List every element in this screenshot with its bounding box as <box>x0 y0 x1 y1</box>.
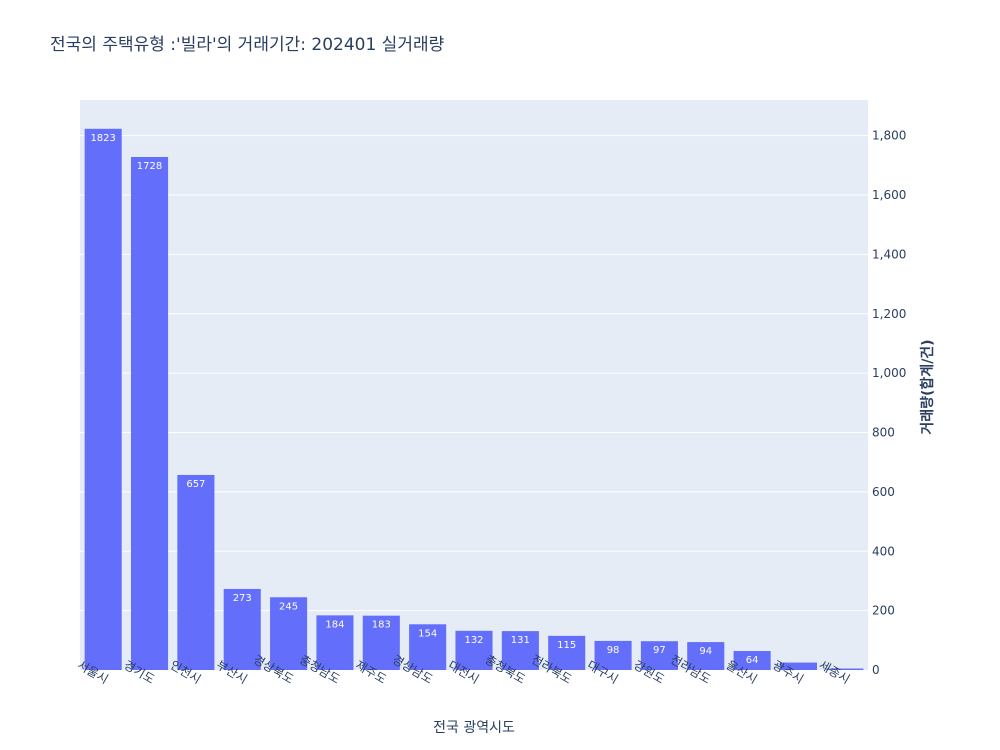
bar-labels: 1823 1728 657 273 245 184 183 154 132 131 115 98 97 9… <box>90 133 758 666</box>
y-tick-label: 1,200 <box>872 307 906 321</box>
bar-value-label: 132 <box>464 635 483 646</box>
y-tick-label: 1,400 <box>872 247 906 261</box>
bar <box>362 615 400 670</box>
bar-value-label: 657 <box>186 479 205 490</box>
bar <box>270 597 308 670</box>
bar <box>316 615 354 670</box>
bar-value-label: 115 <box>557 640 576 651</box>
bar-value-label: 183 <box>372 620 391 631</box>
bar <box>826 668 864 670</box>
bar <box>779 662 818 670</box>
bar-value-label: 154 <box>418 628 437 639</box>
y-tick-label: 1,600 <box>872 188 906 202</box>
y-tick-label: 200 <box>872 604 895 618</box>
bar-value-label: 1823 <box>90 133 115 144</box>
bar <box>687 642 725 670</box>
y-tick-label: 1,000 <box>872 366 906 380</box>
x-axis-title: 전국 광역시도 <box>433 720 515 736</box>
y-tick-label: 600 <box>872 485 895 499</box>
y-tick-label: 1,800 <box>872 129 906 143</box>
y-tick-label: 800 <box>872 426 895 440</box>
bar-value-label: 64 <box>746 655 759 666</box>
bar <box>501 631 539 670</box>
gridlines <box>80 135 868 612</box>
bar-value-label: 131 <box>511 635 530 646</box>
bar-value-label: 1728 <box>137 161 162 172</box>
y-axis-title: 거래량(합계/건) <box>919 339 936 434</box>
bar <box>594 640 632 670</box>
bar-value-label: 273 <box>233 593 252 604</box>
bars <box>84 128 864 670</box>
bar <box>84 128 122 670</box>
bar <box>223 588 261 670</box>
bar <box>455 630 493 670</box>
bar-value-label: 94 <box>699 646 712 657</box>
bar <box>640 641 678 670</box>
bar-value-label: 184 <box>325 619 344 630</box>
bar-value-label: 98 <box>607 645 620 656</box>
bar <box>177 474 215 670</box>
bar-value-label: 97 <box>653 645 666 656</box>
chart-title: 전국의 주택유형 :'빌라'의 거래기간: 202401 실거래량 <box>50 35 445 55</box>
bar <box>548 635 586 670</box>
bar <box>733 651 771 670</box>
bar-value-label: 245 <box>279 601 298 612</box>
y-tick-labels: 0 200 400 600 800 1,000 1,200 1,400 1,600 1,800 <box>872 129 906 677</box>
bar <box>130 157 169 670</box>
y-tick-label: 0 <box>872 663 880 677</box>
bar <box>409 624 447 670</box>
y-tick-label: 400 <box>872 544 895 558</box>
